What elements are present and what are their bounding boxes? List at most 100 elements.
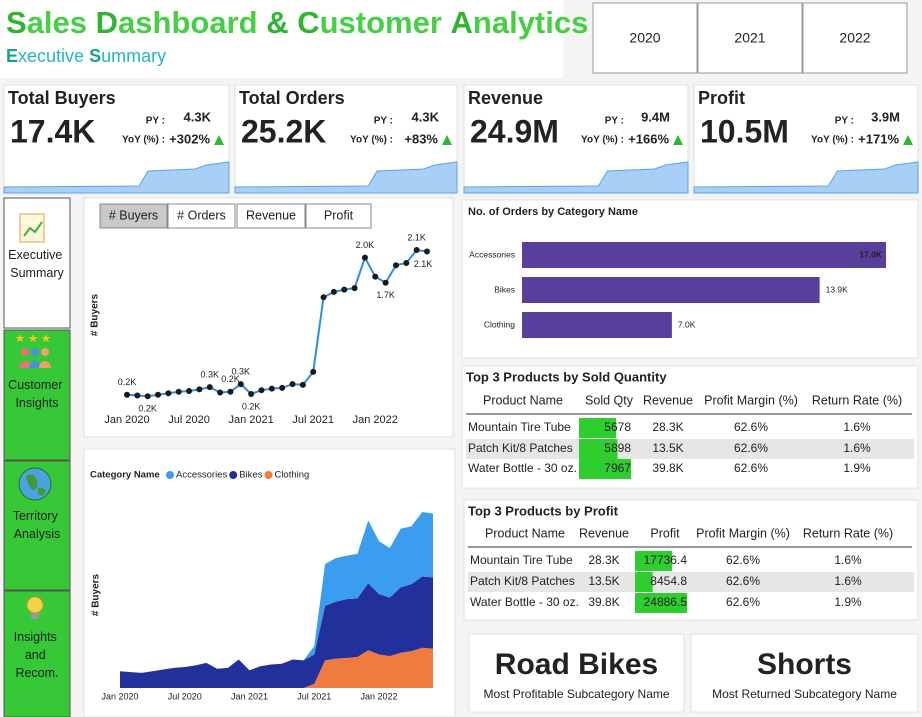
icon xyxy=(23,221,43,237)
column-header: Product Name xyxy=(483,393,563,407)
line-marker xyxy=(341,286,348,293)
nav-label[interactable]: Executive Summary xyxy=(8,248,66,280)
data-bar xyxy=(635,593,687,613)
kpi-py: 4.3K xyxy=(184,109,212,124)
table-title: Top 3 Products by Profit xyxy=(468,503,619,518)
line-marker xyxy=(392,262,399,269)
year-button[interactable] xyxy=(592,2,698,74)
data-label: 2.1K xyxy=(407,232,426,242)
kpi-py-label: PY : xyxy=(835,116,854,127)
year-button[interactable] xyxy=(697,2,803,74)
metric-tab-label[interactable]: Revenue xyxy=(246,208,296,222)
table-cell: 1.9% xyxy=(843,461,871,475)
column-header: Profit Margin (%) xyxy=(704,393,798,407)
column-header: Revenue xyxy=(643,393,693,407)
data-label: 0.2K xyxy=(118,377,137,387)
table-cell: 28.3K xyxy=(588,553,619,567)
table-cell: Patch Kit/8 Patches xyxy=(468,441,573,455)
line-marker xyxy=(382,279,389,286)
line-marker xyxy=(175,388,182,395)
kpi-value: 24.9M xyxy=(470,113,559,149)
line-marker xyxy=(279,384,286,391)
area xyxy=(120,576,433,688)
dashboard-title: Sales Dashboard & Customer Analytics xyxy=(6,5,588,40)
line-marker xyxy=(155,391,162,398)
kpi-py: 9.4M xyxy=(641,109,670,124)
metric-tab-label[interactable]: # Orders xyxy=(177,208,226,222)
legend-swatch xyxy=(166,471,174,479)
icon xyxy=(31,348,39,356)
x-tick-label: Jul 2020 xyxy=(168,691,202,701)
category-label: Bikes xyxy=(494,284,515,294)
kpi-yoy: +83% xyxy=(404,131,438,146)
kpi-value: 10.5M xyxy=(700,113,789,149)
table-cell: Water Bottle - 30 oz. xyxy=(470,595,579,609)
card-label: Most Returned Subcategory Name xyxy=(712,687,897,701)
table-cell: 62.6% xyxy=(726,574,760,588)
table-cell: Water Bottle - 30 oz. xyxy=(468,461,577,475)
icon xyxy=(26,474,46,496)
kpi-title: Revenue xyxy=(468,88,543,108)
line-marker xyxy=(237,381,244,388)
column-header: Profit xyxy=(650,526,680,540)
line-marker xyxy=(413,247,420,253)
metric-tab[interactable] xyxy=(305,203,372,229)
table-cell: 39.8K xyxy=(588,595,619,609)
year-label[interactable]: 2022 xyxy=(839,30,870,46)
table-cell: 13.5K xyxy=(588,574,619,588)
table-cell: 1.9% xyxy=(834,595,862,609)
line-marker xyxy=(206,384,213,391)
table-cell: 24886.5 xyxy=(644,595,688,609)
line-chart-panel xyxy=(83,197,454,438)
kpi-title: Total Buyers xyxy=(8,88,116,108)
icon xyxy=(28,334,38,342)
line-marker xyxy=(330,288,337,295)
icon xyxy=(39,361,51,368)
nav-label[interactable]: Customer Insights xyxy=(8,378,66,410)
nav-label[interactable]: Territory Analysis xyxy=(13,509,62,541)
metric-tab[interactable] xyxy=(99,203,168,229)
icon xyxy=(19,361,31,368)
line-marker xyxy=(361,254,368,261)
x-tick-label: Jan 2021 xyxy=(229,414,274,426)
table-panel xyxy=(461,365,919,489)
metric-tab[interactable] xyxy=(167,203,236,229)
line-marker xyxy=(424,248,430,255)
kpi-yoy-label: YoY (%) : xyxy=(581,135,624,146)
data-label: 13.9K xyxy=(826,284,849,294)
summary-card xyxy=(690,633,919,713)
year-label[interactable]: 2021 xyxy=(734,30,765,46)
legend-label: Bikes xyxy=(239,470,262,481)
line-marker xyxy=(144,393,151,400)
column-header: Return Rate (%) xyxy=(812,393,902,407)
year-button[interactable] xyxy=(802,2,908,74)
icon xyxy=(31,613,39,619)
metric-tab[interactable] xyxy=(236,203,306,229)
data-label: 0.2K xyxy=(221,374,240,384)
line-marker xyxy=(196,386,203,393)
nav-label[interactable]: Insights and Recom. xyxy=(14,630,61,680)
table-title: Top 3 Products by Sold Quantity xyxy=(466,369,667,384)
kpi-title: Total Orders xyxy=(239,88,345,108)
metric-tab-label[interactable]: # Buyers xyxy=(109,208,158,222)
table-cell: Patch Kit/8 Patches xyxy=(470,574,575,588)
line-marker xyxy=(227,388,234,395)
table-cell: 1.6% xyxy=(834,553,862,567)
legend-label: Clothing xyxy=(274,470,309,481)
metric-tab-label[interactable]: Profit xyxy=(324,208,354,222)
area xyxy=(120,647,433,688)
table-cell: 1.6% xyxy=(834,574,862,588)
kpi-yoy: +302% xyxy=(169,131,210,146)
kpi-py-label: PY : xyxy=(146,116,165,127)
data-bar xyxy=(579,439,618,459)
line-marker xyxy=(134,392,141,399)
icon xyxy=(21,348,29,356)
table-cell: 13.5K xyxy=(652,441,683,455)
line-marker xyxy=(186,387,193,394)
year-label[interactable]: 2020 xyxy=(629,30,660,46)
table-cell: 17736.4 xyxy=(644,553,688,567)
column-header: Revenue xyxy=(579,526,629,540)
kpi-value: 25.2K xyxy=(241,113,326,149)
chart-title: No. of Orders by Category Name xyxy=(468,206,638,218)
